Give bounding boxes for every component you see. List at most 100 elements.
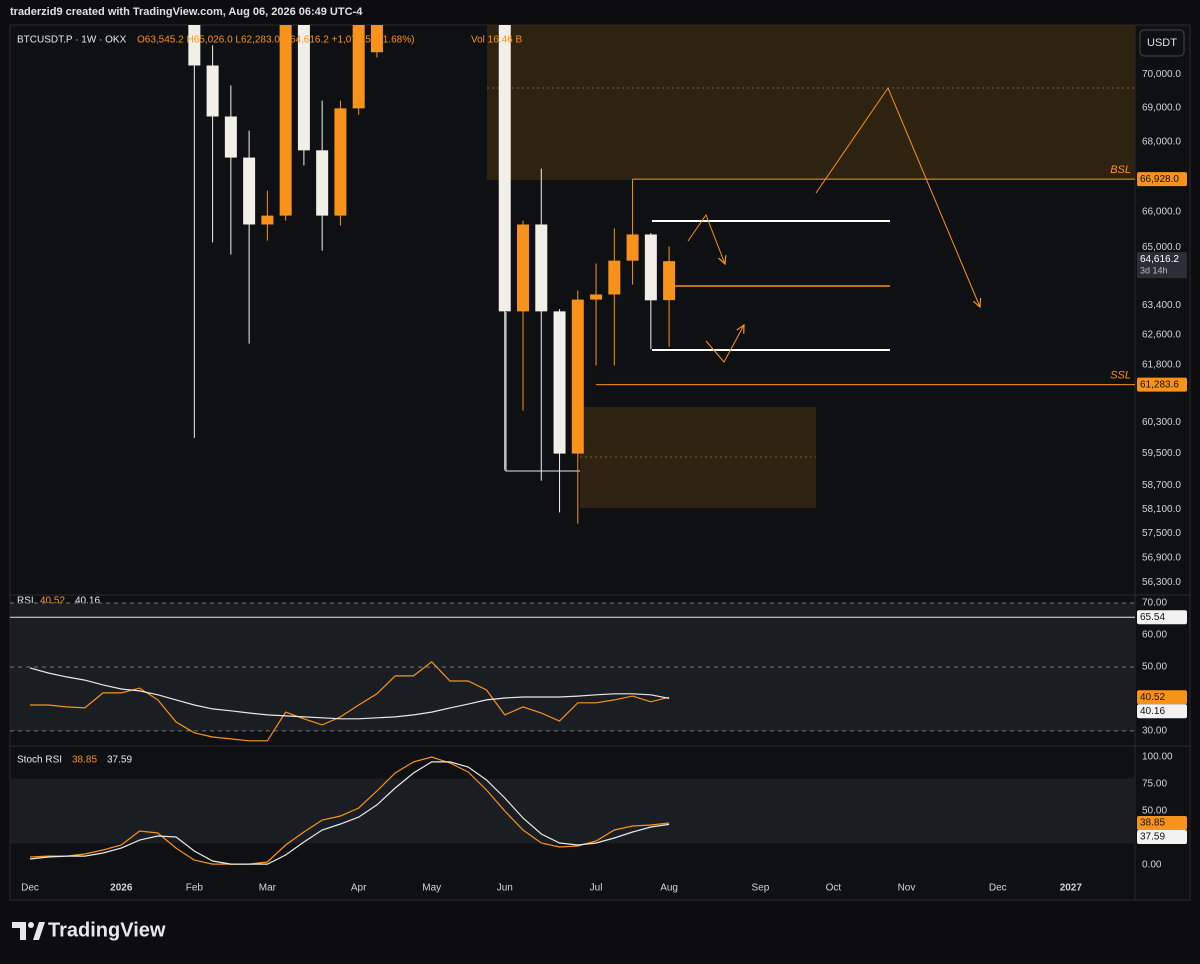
candles	[188, 25, 676, 524]
y-tick-label: 70.00	[1142, 598, 1167, 609]
x-tick-label: Dec	[21, 883, 39, 894]
y-tick-label: 50.00	[1142, 806, 1167, 817]
logo-shape	[33, 922, 45, 940]
x-tick-label: Feb	[186, 883, 204, 894]
level-label: 61,283.6	[1140, 379, 1179, 390]
x-tick-label: May	[422, 883, 441, 894]
last-price-box	[1137, 252, 1187, 279]
logo-shape	[28, 922, 34, 928]
projection-arrow	[705, 325, 744, 363]
last-value: 38.85	[1140, 818, 1165, 829]
x-tick-label: Jun	[497, 883, 513, 894]
last-value-box	[1137, 816, 1187, 831]
y-tick-label: 66,000.0	[1142, 206, 1181, 217]
y-tick-label: 0.00	[1142, 860, 1162, 871]
candle-body	[644, 234, 657, 301]
y-tick-label: 65,000.0	[1142, 242, 1181, 253]
x-tick-label: Oct	[826, 883, 842, 894]
y-tick-label: 70,000.0	[1142, 69, 1181, 80]
y-tick-label: 100.00	[1142, 752, 1173, 763]
candle-body	[243, 157, 256, 225]
y-tick-label: 56,300.0	[1142, 577, 1181, 588]
last-value: 40.16	[1140, 706, 1165, 717]
logo-shape	[12, 922, 26, 940]
x-tick-label: Mar	[259, 883, 277, 894]
range-line	[505, 312, 580, 472]
volume-legend: Vol 16.46 B	[471, 35, 522, 46]
y-tick-label: 61,800.0	[1142, 360, 1181, 371]
last-value: 37.59	[1140, 832, 1165, 843]
reference-label-box	[1137, 610, 1187, 625]
y-tick-label: 75.00	[1142, 779, 1167, 790]
drawings	[487, 25, 1135, 508]
candle-body	[297, 25, 310, 151]
brand: TradingView	[48, 919, 166, 941]
level-name: BSL	[1110, 164, 1131, 176]
y-tick-label: 62,600.0	[1142, 330, 1181, 341]
y-tick-label: 56,900.0	[1142, 552, 1181, 563]
y-tick-label: 69,000.0	[1142, 103, 1181, 114]
header-text: traderzid9 created with TradingView.com,…	[10, 6, 363, 18]
candle-body	[261, 215, 274, 225]
candle-body	[188, 25, 201, 66]
x-tick-label: Nov	[898, 883, 916, 894]
y-tick-label: 63,400.0	[1142, 300, 1181, 311]
candle-body	[535, 224, 548, 312]
rsi-title: RSI	[17, 596, 34, 607]
level-name: SSL	[1110, 370, 1131, 382]
currency[interactable]: USDT	[1147, 37, 1177, 49]
stoch-d-value: 37.59	[107, 755, 132, 766]
candle-body	[517, 224, 530, 312]
candle-body	[370, 25, 383, 53]
reference-label: 65.54	[1140, 612, 1165, 623]
candle-body	[590, 294, 603, 300]
x-tick-label: 2026	[110, 883, 133, 894]
x-tick-label: Apr	[351, 883, 367, 894]
last-value-box	[1137, 830, 1187, 845]
candle-body	[608, 260, 621, 295]
y-tick-label: 58,100.0	[1142, 504, 1181, 515]
candle-body	[626, 234, 639, 261]
y-tick-label: 60,300.0	[1142, 417, 1181, 428]
series-line	[30, 660, 670, 742]
countdown: 3d 14h	[1140, 266, 1168, 276]
candle-body	[334, 108, 347, 216]
candle-body	[316, 150, 329, 216]
supply-zone	[487, 25, 1135, 180]
currency-button[interactable]	[1139, 29, 1185, 57]
candle-body	[352, 25, 365, 109]
y-tick-label: 57,500.0	[1142, 528, 1181, 539]
stoch-title: Stoch RSI	[17, 755, 62, 766]
ohlc-legend: O63,545.2 H65,026.0 L62,283.0 C64,616.2 …	[137, 35, 414, 46]
x-tick-label: Sep	[752, 883, 770, 894]
level-label-box	[1137, 377, 1187, 392]
x-tick-label: Jul	[590, 883, 603, 894]
series-line	[29, 761, 670, 865]
y-tick-label: 60.00	[1142, 630, 1167, 641]
band-fill	[10, 778, 1135, 844]
candle-body	[571, 299, 584, 454]
stoch-k-value: 38.85	[72, 755, 97, 766]
x-tick-label: Dec	[989, 883, 1007, 894]
candle-body	[224, 116, 237, 158]
candle-body	[498, 25, 511, 312]
y-tick-label: 59,500.0	[1142, 448, 1181, 459]
candle-body	[663, 261, 676, 301]
series-line	[29, 756, 670, 865]
last-price: 64,616.2	[1140, 254, 1179, 265]
candle-body	[206, 65, 219, 117]
projection-arrow	[815, 86, 980, 307]
y-tick-label: 50.00	[1142, 662, 1167, 673]
last-value-box	[1137, 690, 1187, 705]
candle-body	[553, 311, 566, 454]
last-value-box	[1137, 704, 1187, 719]
candle-body	[279, 25, 292, 216]
y-tick-label: 30.00	[1142, 726, 1167, 737]
rsi-value: 40.52	[40, 596, 65, 607]
level-label: 66,928.0	[1140, 174, 1179, 185]
y-tick-label: 58,700.0	[1142, 480, 1181, 491]
y-tick-label: 68,000.0	[1142, 137, 1181, 148]
projection-arrow	[687, 213, 725, 264]
last-value: 40.52	[1140, 692, 1165, 703]
